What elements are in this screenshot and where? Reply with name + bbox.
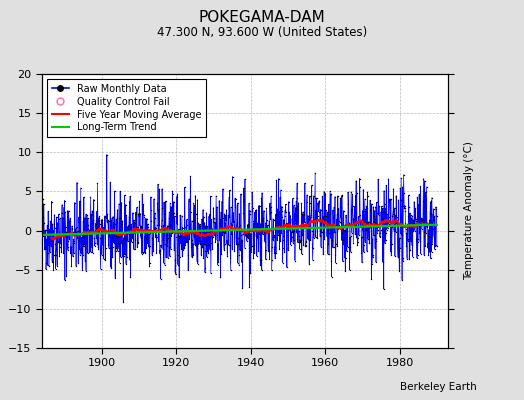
Text: POKEGAMA-DAM: POKEGAMA-DAM [199, 10, 325, 25]
Legend: Raw Monthly Data, Quality Control Fail, Five Year Moving Average, Long-Term Tren: Raw Monthly Data, Quality Control Fail, … [47, 79, 206, 137]
Y-axis label: Temperature Anomaly (°C): Temperature Anomaly (°C) [464, 142, 474, 280]
Text: 47.300 N, 93.600 W (United States): 47.300 N, 93.600 W (United States) [157, 26, 367, 39]
Text: Berkeley Earth: Berkeley Earth [400, 382, 477, 392]
